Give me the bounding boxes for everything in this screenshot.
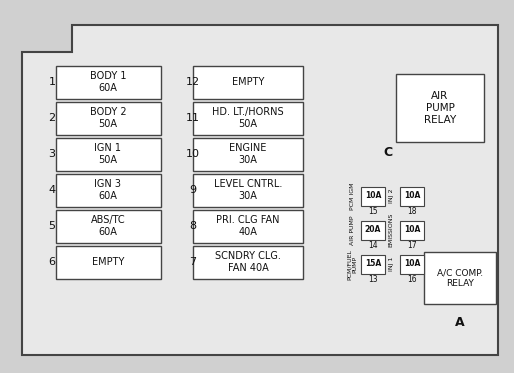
Bar xyxy=(400,254,424,273)
Text: A: A xyxy=(455,316,465,329)
Text: 15: 15 xyxy=(368,207,378,216)
Text: 10: 10 xyxy=(186,149,200,159)
Text: INJ 1: INJ 1 xyxy=(389,257,394,271)
Text: IGN 3
60A: IGN 3 60A xyxy=(95,179,121,201)
Text: ABS/TC
60A: ABS/TC 60A xyxy=(90,215,125,237)
Bar xyxy=(361,254,385,273)
Text: A/C COMP.
RELAY: A/C COMP. RELAY xyxy=(437,268,483,288)
Text: 10A: 10A xyxy=(404,226,420,235)
Text: EMPTY: EMPTY xyxy=(92,257,124,267)
Bar xyxy=(424,252,496,304)
Text: INJ 2: INJ 2 xyxy=(389,189,394,203)
Bar xyxy=(193,210,303,242)
Bar xyxy=(396,74,484,142)
Bar xyxy=(193,245,303,279)
Text: 10A: 10A xyxy=(404,191,420,201)
Text: ENGINE
30A: ENGINE 30A xyxy=(229,143,267,165)
Text: SCNDRY CLG.
FAN 40A: SCNDRY CLG. FAN 40A xyxy=(215,251,281,273)
Bar xyxy=(193,66,303,98)
Text: 13: 13 xyxy=(368,275,378,284)
Text: 16: 16 xyxy=(407,275,417,284)
Text: 3: 3 xyxy=(48,149,56,159)
Text: 1: 1 xyxy=(48,77,56,87)
Bar xyxy=(193,101,303,135)
Text: LEVEL CNTRL.
30A: LEVEL CNTRL. 30A xyxy=(214,179,282,201)
Bar xyxy=(56,101,160,135)
Text: 11: 11 xyxy=(186,113,200,123)
Text: 4: 4 xyxy=(48,185,56,195)
Polygon shape xyxy=(22,25,498,355)
Bar xyxy=(56,173,160,207)
Text: 5: 5 xyxy=(48,221,56,231)
Text: PCM/FUEL
PUMP: PCM/FUEL PUMP xyxy=(346,248,357,279)
Bar xyxy=(193,138,303,170)
Text: 17: 17 xyxy=(407,241,417,250)
Text: 6: 6 xyxy=(48,257,56,267)
Text: 12: 12 xyxy=(186,77,200,87)
Text: 10A: 10A xyxy=(404,260,420,269)
Text: AIR PUMP: AIR PUMP xyxy=(350,215,355,245)
Text: BODY 1
60A: BODY 1 60A xyxy=(90,71,126,93)
Text: 18: 18 xyxy=(407,207,417,216)
Text: 15A: 15A xyxy=(365,260,381,269)
Text: EMPTY: EMPTY xyxy=(232,77,264,87)
Text: IGN 1
50A: IGN 1 50A xyxy=(95,143,121,165)
Text: BODY 2
50A: BODY 2 50A xyxy=(89,107,126,129)
Text: 7: 7 xyxy=(190,257,196,267)
Text: PCM IGM: PCM IGM xyxy=(350,182,355,210)
Bar xyxy=(361,186,385,206)
Bar xyxy=(400,220,424,239)
Bar xyxy=(193,173,303,207)
Text: EMISSIONS: EMISSIONS xyxy=(389,213,394,247)
Text: 2: 2 xyxy=(48,113,56,123)
Text: 9: 9 xyxy=(190,185,196,195)
Text: HD. LT./HORNS
50A: HD. LT./HORNS 50A xyxy=(212,107,284,129)
Bar xyxy=(56,245,160,279)
Text: PRI. CLG FAN
40A: PRI. CLG FAN 40A xyxy=(216,215,280,237)
Bar xyxy=(56,210,160,242)
Bar xyxy=(56,138,160,170)
Text: 8: 8 xyxy=(190,221,196,231)
Text: 10A: 10A xyxy=(365,191,381,201)
Text: 14: 14 xyxy=(368,241,378,250)
Text: AIR
PUMP
RELAY: AIR PUMP RELAY xyxy=(424,91,456,125)
Text: 20A: 20A xyxy=(365,226,381,235)
Text: C: C xyxy=(383,147,393,160)
Bar xyxy=(56,66,160,98)
Bar xyxy=(361,220,385,239)
Bar xyxy=(400,186,424,206)
